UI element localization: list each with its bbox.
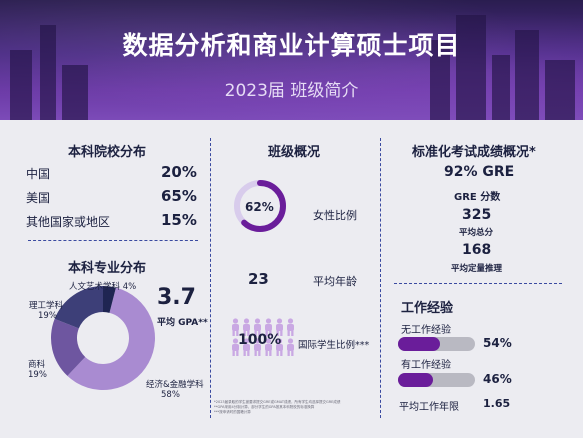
- person-icon: [285, 318, 296, 336]
- no-exp-bar: [398, 337, 475, 351]
- gpa-label: 平均 GPA**: [157, 318, 208, 328]
- gre-line: 92% GRE: [444, 164, 515, 180]
- person-icon: [241, 338, 252, 356]
- avg-age: 23: [248, 270, 269, 288]
- science-pct: 19%: [38, 311, 57, 321]
- female-label: 女性比例: [313, 209, 357, 222]
- gpa-value: 3.7: [157, 285, 196, 310]
- section-divider-left: [28, 240, 198, 241]
- work-exp-title: 工作经验: [401, 301, 454, 316]
- header-banner: 数据分析和商业计算硕士项目 2023届 班级简介: [0, 0, 583, 120]
- business-label: 商科: [28, 360, 46, 370]
- person-icon: [252, 318, 263, 336]
- avg-years: 1.65: [483, 397, 511, 410]
- with-exp-bar: [398, 373, 475, 387]
- footnote-line: **GPA采用4分制计算，部分学生的GPA按其本科院校的标准换算: [214, 405, 315, 409]
- major-donut-chart: [51, 286, 155, 390]
- econ-label: 经济&金融学科: [146, 380, 204, 390]
- female-ratio-ring: [234, 180, 286, 232]
- no-exp-label: 无工作经验: [401, 325, 451, 336]
- with-exp-bar-fill: [398, 373, 434, 387]
- person-icon: [263, 318, 274, 336]
- gre-total: 325: [462, 207, 492, 223]
- intl-label: 国际学生比例***: [298, 340, 370, 351]
- with-exp-label: 有工作经验: [401, 360, 451, 371]
- school-row-value: 15%: [161, 211, 197, 229]
- page-title: 数据分析和商业计算硕士项目: [122, 31, 461, 60]
- person-icon: [241, 318, 252, 336]
- intl-pct: 100%: [238, 332, 282, 348]
- school-dist-title: 本科院校分布: [68, 145, 147, 160]
- page-subtitle: 2023届 班级简介: [224, 81, 359, 101]
- major-dist-title: 本科专业分布: [68, 261, 147, 276]
- footnotes: *2023届录取的学生被要求提交GRE或GMAT成绩，所有学生均选择提交GRE成…: [214, 400, 374, 415]
- person-icon: [230, 318, 241, 336]
- person-icon: [274, 318, 285, 336]
- school-row-value: 65%: [161, 187, 197, 205]
- gre-total-label: 平均总分: [459, 228, 494, 238]
- school-row-label: 美国: [26, 191, 51, 205]
- female-pct: 62%: [245, 200, 274, 214]
- column-divider-right: [380, 138, 381, 418]
- class-overview-title: 班级概况: [268, 145, 321, 160]
- school-row-label: 中国: [26, 167, 51, 181]
- no-exp-pct: 54%: [483, 336, 512, 350]
- section-divider-right: [394, 283, 562, 284]
- with-exp-pct: 46%: [483, 372, 512, 386]
- gre-quant-label: 平均定量推理: [451, 264, 503, 274]
- no-exp-bar-fill: [398, 337, 440, 351]
- person-icon: [274, 338, 285, 356]
- person-icon: [252, 338, 263, 356]
- gre-quant: 168: [462, 242, 492, 258]
- avg-years-label: 平均工作年限: [399, 402, 459, 413]
- column-divider-left: [210, 138, 211, 418]
- person-icon: [263, 338, 274, 356]
- footnote-line: *2023届录取的学生被要求提交GRE或GMAT成绩，所有学生均选择提交GRE成…: [214, 400, 341, 404]
- test-scores-title: 标准化考试成绩概况*: [412, 145, 536, 160]
- business-pct: 19%: [28, 370, 47, 380]
- econ-pct: 58%: [161, 390, 180, 400]
- arts-slice: [103, 286, 116, 313]
- avg-age-label: 平均年龄: [313, 275, 357, 288]
- arts-label: 人文艺术学科 4%: [69, 282, 137, 292]
- science-label: 理工学科: [29, 301, 64, 311]
- school-row-label: 其他国家或地区: [26, 215, 111, 229]
- econ-slice: [67, 287, 155, 390]
- person-icon: [230, 338, 241, 356]
- gre-subtitle: GRE 分数: [454, 192, 501, 203]
- school-row-value: 20%: [161, 163, 197, 181]
- person-icon: [285, 338, 296, 356]
- science-slice: [54, 286, 103, 329]
- business-slice: [51, 318, 86, 376]
- footnote-line: ***按申请时的国籍计算: [214, 410, 251, 414]
